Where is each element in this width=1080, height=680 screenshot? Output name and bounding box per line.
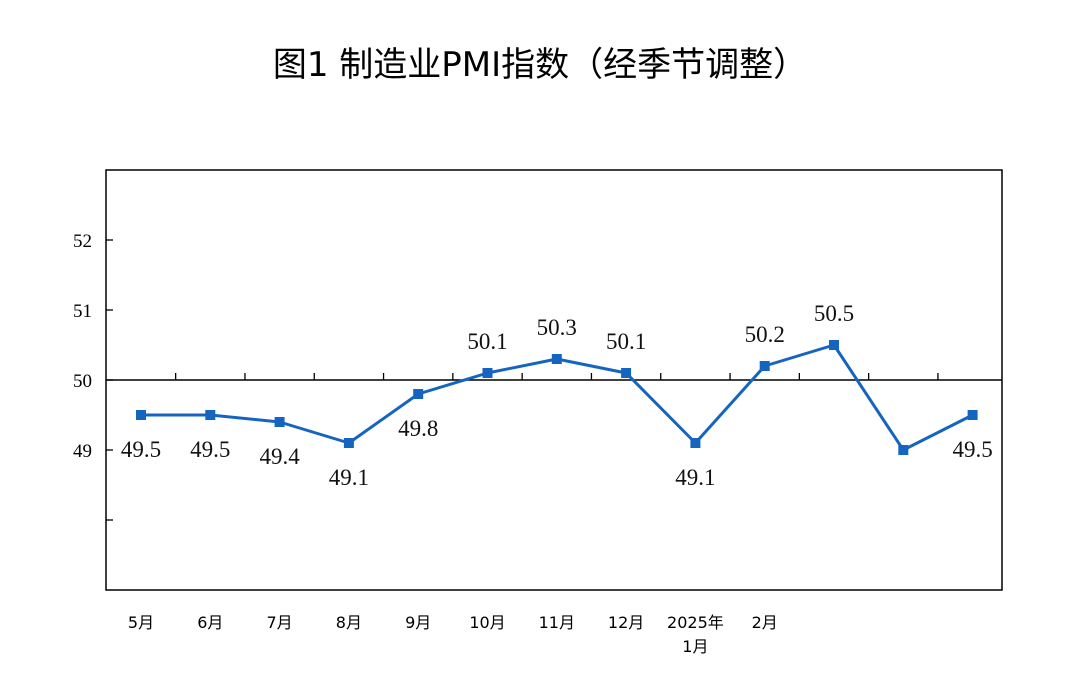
data-point-marker [205,410,216,420]
x-category-label: 2025年 [667,613,724,632]
y-tick-label: 52 [73,231,92,252]
data-label: 50.1 [467,329,507,354]
data-point-marker [274,417,285,427]
x-category-label: 11月 [539,613,575,632]
x-category-label: 1月 [682,637,708,656]
data-point-marker [690,438,701,448]
data-label: 49.5 [190,437,230,462]
y-tick-label: 51 [73,301,92,322]
chart-title: 图1 制造业PMI指数（经季节调整） [273,45,807,85]
data-point-marker [413,389,424,399]
data-point-marker [759,361,770,371]
data-point-marker [551,354,562,364]
x-axis-ticks [174,373,939,380]
y-tick-label: 50 [73,371,92,392]
data-point-marker [967,410,978,420]
data-label: 49.8 [398,416,438,441]
x-category-label: 7月 [267,613,293,632]
x-category-label: 5月 [128,613,154,632]
data-label: 50.3 [537,315,577,340]
y-tick-label: 49 [73,441,92,462]
x-category-label: 12月 [608,613,644,632]
x-category-label: 10月 [469,613,505,632]
x-category-label: 2月 [752,613,778,632]
data-point-marker [136,410,146,420]
x-axis-labels: 5月 6月 7月 8月 9月 10月 11月 12月 2025年 1月 2月 [128,613,778,656]
data-point-marker [482,368,493,378]
data-label: 49.4 [259,444,300,469]
data-point-marker [343,438,354,448]
x-category-label: 9月 [405,613,431,632]
y-axis: 52 51 50 49 [73,231,113,521]
data-point-marker [829,340,839,350]
data-label: 50.1 [606,329,646,354]
x-category-label: 6月 [197,613,223,632]
data-label: 49.1 [675,465,715,490]
data-point-marker [621,368,632,378]
data-label: 49.5 [952,437,992,462]
data-label: 49.5 [121,437,161,462]
data-label: 50.2 [745,322,785,347]
data-labels: 49.5 49.5 49.4 49.1 49.8 50.1 50.3 50.1 49.1 50.2… [121,301,993,490]
x-category-label: 8月 [336,613,362,632]
data-point-marker [898,445,909,455]
data-label: 50.5 [814,301,854,326]
data-label: 49.1 [329,465,369,490]
series-markers [136,340,978,455]
